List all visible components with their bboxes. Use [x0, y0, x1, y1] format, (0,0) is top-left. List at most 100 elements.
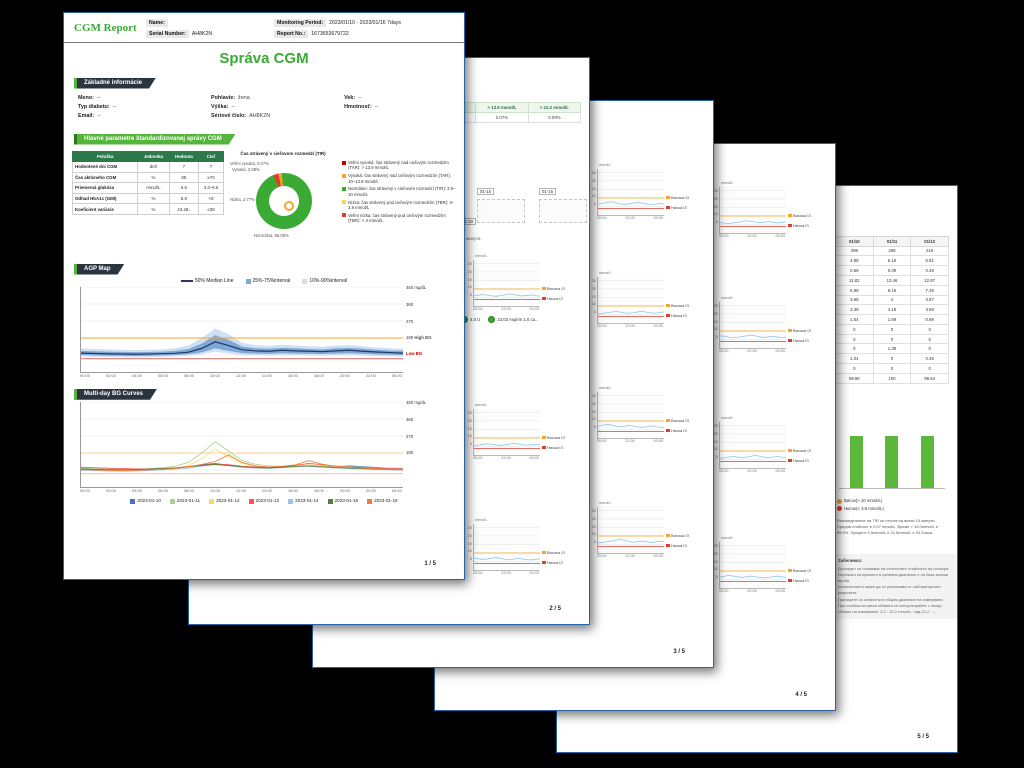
y-axis-unit: mmol/L: [475, 518, 488, 522]
legend-label: Veľmi vysoká: čas strávený nad cieľovým …: [348, 160, 449, 171]
x-tick: 20:00: [719, 469, 729, 473]
x-tick: 00:00: [529, 456, 539, 460]
table-row: 3.39 4.19 3.69: [835, 304, 949, 316]
table-header-row: Položka Jednotka Hodnota Cieľ: [71, 151, 224, 162]
table-cell: 0: [910, 323, 949, 335]
y-tick: 15: [591, 186, 596, 191]
y-tick: 25: [591, 509, 596, 513]
table-cell: 4.19: [872, 304, 912, 316]
x-tick: 20:00: [597, 216, 607, 220]
table-header-cell: > 13.9 mmol/L: [475, 102, 529, 113]
day-thumbnail[interactable]: 01-15: [477, 180, 525, 223]
table-cell: 43.48↓: [168, 203, 200, 215]
threshold-text: Висока ІЗ: [671, 533, 689, 538]
threshold-label: Висока ІЗ: [788, 328, 811, 333]
chart-canvas: [597, 277, 664, 324]
day-thumbnail-box[interactable]: [539, 199, 587, 223]
table-cell: 7: [168, 161, 200, 173]
mini-chart-body: mmol/L 20:00 22:00 00:00: [473, 403, 540, 460]
y-tick: 15: [591, 524, 596, 529]
threshold-label: Ниска ІЗ: [788, 223, 811, 228]
section-badge-multiday: Multi-day BG Curves: [74, 389, 157, 400]
table-cell: 1.39: [872, 343, 912, 355]
threshold-text: Ниска ІЗ: [671, 543, 687, 548]
y-tick: 5: [593, 425, 596, 429]
y-tick: 10: [713, 567, 718, 572]
table-cell: 13.46: [872, 274, 912, 286]
y-tick: 5: [715, 335, 718, 339]
table-cell: Hodnotené dni CGM: [71, 161, 139, 173]
table-cell: 5.19: [872, 255, 912, 267]
x-tick: 00:00: [653, 324, 663, 328]
mini-y-axis: 25 20 15 10 5: [587, 509, 597, 544]
day-thumbnails: 01-15 01-16: [477, 180, 587, 223]
field-value: --: [374, 104, 379, 110]
threshold-label: Ниска ІЗ: [666, 205, 689, 210]
tir-bar: [920, 436, 934, 488]
basic-info-grid: Meno: -- Typ diabetu: -- Email: -- Pohlavie: že…: [64, 91, 464, 123]
y-tick: 20: [713, 196, 718, 201]
field-label: Výška:: [211, 104, 229, 110]
chart-canvas: [597, 392, 664, 439]
threshold-label: Висока ІЗ: [666, 195, 689, 200]
y-tick: 25: [591, 171, 596, 175]
legend-item: 2023-01-12: [209, 498, 240, 504]
low-bg-tag: Low BG: [406, 351, 423, 357]
table-row: 99.96 100 99.54: [835, 372, 949, 384]
threshold-swatch: [542, 550, 546, 554]
threshold-label: Ниска ІЗ: [666, 313, 689, 318]
x-tick: 22:00: [625, 554, 635, 558]
legend-label: Normálne: čas strávený v cieľovom rozmed…: [348, 186, 456, 197]
table-cell: <6: [198, 192, 224, 205]
y-tick: 270: [406, 434, 414, 440]
x-tick: 22:00: [747, 469, 757, 473]
threshold-text: Ниска ІЗ: [547, 296, 563, 301]
daily-glucose-chart: 25 20 15 10 5 mmol/L 20:00 22:00 00:00 Висока ІЗ Н…: [709, 296, 839, 353]
y-tick: 20: [591, 286, 596, 291]
threshold-label: Ниска ІЗ: [788, 578, 811, 583]
threshold-labels: Висока ІЗ Ниска ІЗ: [786, 181, 811, 238]
y-tick: 25: [467, 411, 472, 415]
table-row: Odhad HbA1c (GMI)% 5.8 <6: [71, 192, 224, 205]
day-thumbnail-box[interactable]: [477, 199, 525, 223]
table-cell: 0: [835, 362, 874, 374]
day-thumbnail[interactable]: 01-16: [539, 180, 587, 223]
table-row: 3.69 4 3.97: [835, 294, 949, 306]
tir-callout: Normálna, 95.08%: [254, 233, 289, 238]
threshold-text: Ниска ІЗ: [671, 313, 687, 318]
daily-glucose-chart: 25 20 15 10 5 mmol/L 20:00 22:00 00:00 Висока ІЗ Н…: [587, 501, 717, 558]
table-header-cell: 01/11: [872, 236, 912, 247]
table-header-cell: Položka: [71, 151, 139, 162]
threshold-swatch: [788, 223, 792, 227]
mini-chart-body: mmol/L 20:00 22:00 00:00: [597, 163, 664, 220]
high-bg-tag: High BG: [414, 335, 432, 341]
y-tick: 180 High BG: [406, 335, 432, 340]
y-tick: 10: [467, 549, 472, 554]
y-axis-unit: mmol/L: [721, 536, 734, 540]
threshold-text: Ниска ІЗ: [547, 560, 563, 565]
event-item: 23:03 Aspirin 1.0 ca...: [488, 316, 539, 323]
agp-legend: 50% Median Line 25%-75%interval 10%-90%int…: [64, 278, 464, 284]
legend-item: 2023-01-15: [327, 498, 358, 504]
table-header-cell: 01/10: [835, 236, 874, 247]
mini-y-axis: 25 20 15 10 5: [587, 171, 597, 206]
y-tick: 15: [467, 426, 472, 431]
legend-label: Vysoká: čas strávený nad cieľovým rozmed…: [348, 173, 451, 184]
event-text: 23:03 Aspirin 1.0 ca...: [497, 317, 539, 322]
x-tick: 08:00: [183, 488, 194, 494]
table-cell: 3.97: [910, 294, 949, 306]
threshold-swatch: [666, 418, 670, 422]
threshold-swatch: [788, 328, 792, 332]
table-cell: 100: [872, 372, 912, 384]
table-cell: 3.39: [835, 304, 874, 316]
threshold-swatch: [666, 195, 670, 199]
mini-x-axis: 20:00 22:00 00:00: [597, 216, 663, 220]
legend-label: 2023-01-11: [176, 498, 201, 504]
x-tick: 00:00: [80, 488, 91, 494]
report-page-1[interactable]: CGM Report Name: Monitoring Period: 2023/0…: [63, 12, 465, 580]
table-cell: 12.87: [910, 274, 949, 286]
section-badge-agp: AGP Map: [74, 264, 125, 275]
tir-callout: Nízka, 2.77%: [230, 197, 255, 202]
